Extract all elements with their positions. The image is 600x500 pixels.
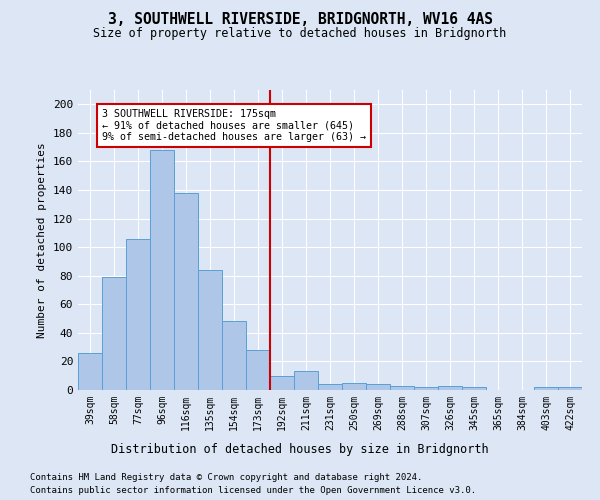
Bar: [78, 353, 102, 390]
Bar: [246, 350, 270, 390]
Bar: [390, 386, 414, 390]
Bar: [438, 386, 462, 390]
Bar: [414, 387, 438, 390]
Bar: [558, 387, 582, 390]
Y-axis label: Number of detached properties: Number of detached properties: [37, 142, 47, 338]
Text: Contains HM Land Registry data © Crown copyright and database right 2024.: Contains HM Land Registry data © Crown c…: [30, 472, 422, 482]
Bar: [198, 270, 222, 390]
Bar: [222, 322, 246, 390]
Bar: [342, 383, 366, 390]
Bar: [534, 387, 558, 390]
Bar: [318, 384, 342, 390]
Bar: [294, 372, 318, 390]
Bar: [150, 150, 174, 390]
Bar: [462, 387, 486, 390]
Bar: [126, 238, 150, 390]
Text: Size of property relative to detached houses in Bridgnorth: Size of property relative to detached ho…: [94, 28, 506, 40]
Bar: [174, 193, 198, 390]
Text: Contains public sector information licensed under the Open Government Licence v3: Contains public sector information licen…: [30, 486, 476, 495]
Text: 3, SOUTHWELL RIVERSIDE, BRIDGNORTH, WV16 4AS: 3, SOUTHWELL RIVERSIDE, BRIDGNORTH, WV16…: [107, 12, 493, 28]
Bar: [366, 384, 390, 390]
Text: 3 SOUTHWELL RIVERSIDE: 175sqm
← 91% of detached houses are smaller (645)
9% of s: 3 SOUTHWELL RIVERSIDE: 175sqm ← 91% of d…: [102, 108, 366, 142]
Bar: [102, 277, 126, 390]
Bar: [270, 376, 294, 390]
Text: Distribution of detached houses by size in Bridgnorth: Distribution of detached houses by size …: [111, 442, 489, 456]
